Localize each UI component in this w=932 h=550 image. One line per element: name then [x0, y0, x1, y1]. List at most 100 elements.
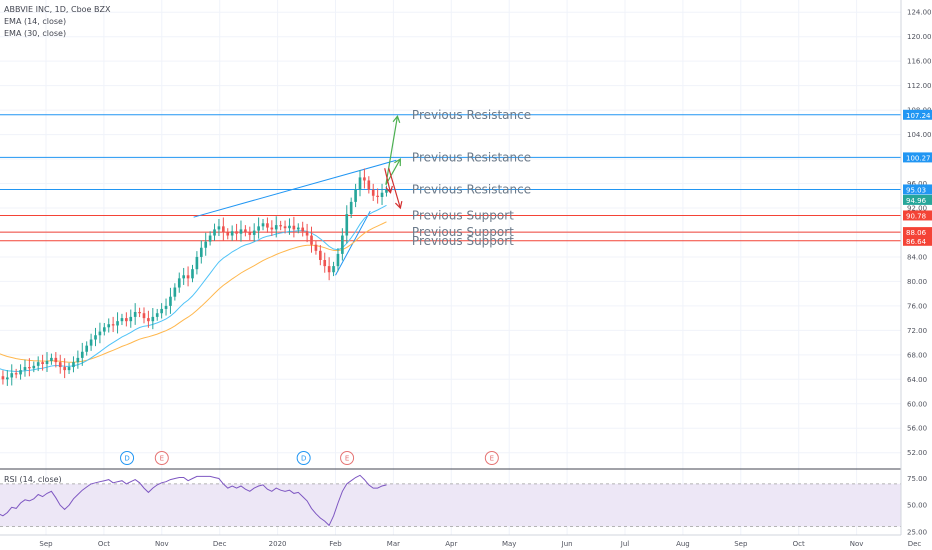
candle-body — [217, 226, 221, 230]
earnings-marker — [484, 451, 499, 465]
candle-body — [160, 308, 163, 314]
resistance-badge — [903, 152, 932, 163]
candle-body — [85, 345, 89, 352]
price-tick-label: 96.00 — [907, 180, 927, 188]
price-tick-label: 80.00 — [907, 278, 927, 286]
resistance-label: Previous Resistance — [412, 150, 531, 164]
candle-body — [6, 377, 9, 380]
candle-body — [102, 327, 106, 332]
candle-body — [314, 244, 318, 251]
arrowhead-green — [392, 115, 401, 124]
candle-body — [235, 231, 238, 234]
candle-body — [248, 232, 252, 235]
candle-body — [89, 339, 93, 346]
candle-body — [50, 357, 53, 361]
x-tick-label: Nov — [155, 540, 169, 548]
candle-body — [213, 229, 216, 236]
candle-body — [19, 370, 22, 375]
price-tick-label: 72.00 — [907, 327, 927, 335]
x-tick-label: Sep — [39, 540, 53, 548]
candle-body — [301, 227, 305, 232]
resistance-badge — [903, 109, 932, 120]
rsi-tick-label: 75.00 — [907, 475, 927, 483]
ema-lines — [0, 204, 387, 373]
candle-body — [341, 235, 344, 254]
price-tick-label: 56.00 — [907, 425, 927, 433]
trendline — [193, 159, 397, 218]
support-label: Previous Support — [412, 225, 514, 239]
last-price-badge-text: 94.96 — [906, 197, 927, 205]
candle-body — [151, 316, 155, 322]
candle-body — [76, 357, 80, 363]
resistance-label: Previous Resistance — [412, 108, 531, 122]
candle-body — [222, 226, 225, 233]
candle-body — [45, 360, 49, 364]
x-tick-label: Oct — [793, 540, 805, 548]
last-price-badge — [903, 194, 932, 205]
price-tick-label: 76.00 — [907, 302, 927, 310]
candle-body — [133, 312, 137, 317]
event-label: E — [490, 455, 494, 463]
candle-body — [199, 247, 203, 257]
arrowhead-green — [394, 157, 401, 167]
candle-body — [80, 351, 84, 358]
resistance-badge — [903, 184, 932, 195]
candle-body — [98, 331, 102, 336]
candle-body — [54, 357, 58, 363]
candle-body — [363, 177, 366, 181]
candle-body — [1, 376, 5, 380]
candle-body — [58, 362, 62, 368]
arrow-red — [388, 168, 401, 209]
x-tick-label: Oct — [98, 540, 110, 548]
candle-body — [169, 296, 172, 306]
candle-body — [288, 225, 291, 229]
candle-body — [186, 275, 190, 279]
x-tick-label: Mar — [387, 540, 400, 548]
candle-body — [204, 241, 208, 248]
support-badge-text: 86.64 — [906, 238, 927, 246]
candle-body — [36, 362, 40, 366]
rsi-pane — [0, 474, 387, 527]
candle-body — [305, 231, 309, 236]
event-label: E — [160, 455, 164, 463]
rsi-band-fill — [0, 483, 901, 527]
candle-body — [327, 266, 331, 273]
dividend-marker — [296, 451, 311, 465]
arrowhead-red — [385, 185, 393, 194]
price-tick-label: 92.00 — [907, 205, 927, 213]
earnings-marker — [340, 451, 355, 465]
candle-body — [125, 318, 128, 322]
ema14-legend: EMA (14, close) — [4, 17, 66, 26]
support-badge — [903, 235, 932, 246]
candle-body — [147, 318, 150, 322]
support-badge — [903, 227, 932, 238]
candle-body — [358, 177, 362, 190]
price-tick-label: 60.00 — [907, 400, 927, 408]
candle-body — [292, 225, 296, 230]
candle-body — [270, 227, 274, 230]
candle-body — [376, 195, 379, 197]
support-label: Previous Support — [412, 234, 514, 248]
candle-body — [266, 223, 269, 228]
candle-body — [155, 313, 159, 317]
candle-body — [164, 305, 168, 309]
level-lines — [0, 114, 901, 242]
price-tick-label: 52.00 — [907, 449, 927, 457]
candle-body — [111, 324, 115, 326]
candle-body — [244, 229, 247, 233]
price-tick-label: 116.00 — [907, 58, 932, 66]
x-tick-label: May — [502, 540, 516, 548]
x-tick-label: Aug — [676, 540, 690, 548]
candle-body — [191, 269, 194, 279]
candle-body — [296, 227, 300, 230]
candle-body — [257, 226, 260, 231]
rsi-tick-label: 25.00 — [907, 528, 927, 536]
rsi-band — [0, 483, 901, 527]
candle-body — [23, 367, 27, 371]
ema30-line — [0, 221, 387, 363]
dividend-marker — [120, 451, 135, 465]
x-tick-label: Apr — [445, 540, 457, 548]
x-tick-label: Jul — [620, 540, 630, 548]
